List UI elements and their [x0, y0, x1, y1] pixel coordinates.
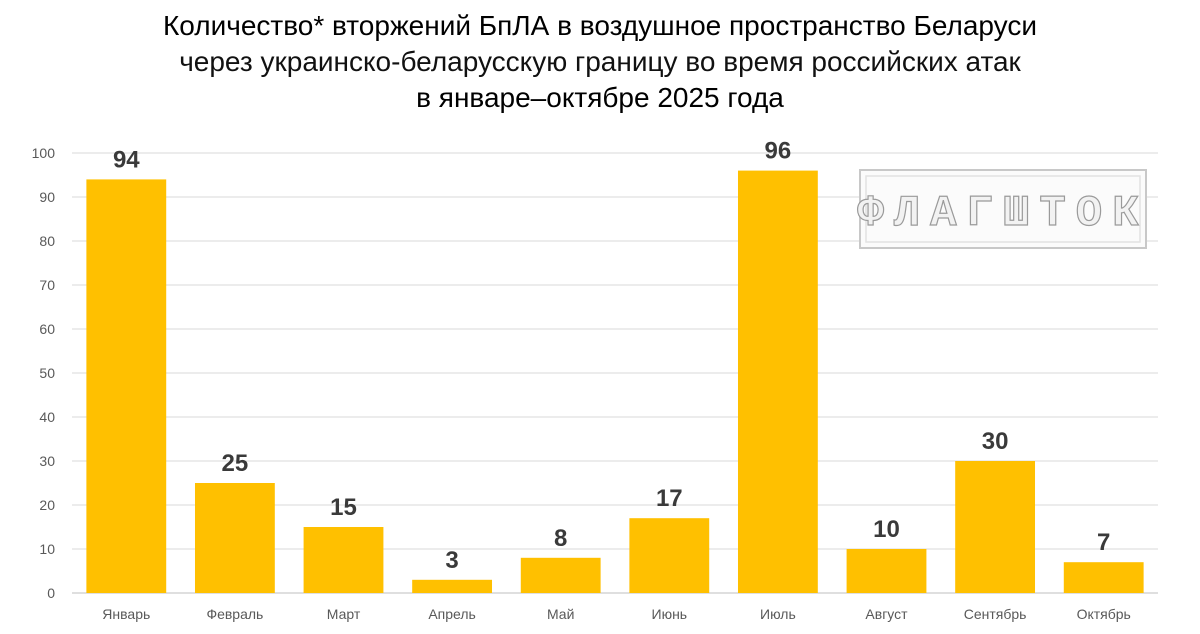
y-tick-label: 100 [32, 145, 56, 161]
bar [629, 518, 710, 593]
data-labels: 94 25 15 3 8 17 96 10 30 7 [113, 138, 1110, 574]
chart-period: в январе–октябре 2025 года [416, 82, 784, 113]
chart-titles: Количество* вторжений БпЛА в воздушное п… [0, 8, 1200, 116]
y-tick-label: 40 [39, 409, 55, 425]
bar [955, 461, 1036, 593]
bars [86, 170, 1144, 593]
chart-title: Количество* вторжений БпЛА в воздушное п… [162, 10, 1037, 41]
x-tick-label: Октябрь [1077, 606, 1131, 622]
bar [303, 527, 384, 593]
y-tick-label: 20 [39, 497, 55, 513]
data-label: 96 [765, 138, 792, 165]
x-tick-label: Апрель [428, 606, 476, 622]
bar [86, 179, 167, 593]
x-tick-label: Июнь [652, 606, 688, 622]
y-tick-label: 50 [39, 365, 55, 381]
bar [194, 483, 275, 593]
y-tick-label: 90 [39, 189, 55, 205]
x-tick-label: Февраль [206, 606, 263, 622]
bar [520, 557, 601, 593]
x-tick-label: Январь [102, 606, 150, 622]
x-axis-ticks: Январь Февраль Март Апрель Май Июнь Июль Август… [102, 606, 1131, 622]
watermark-frame [859, 169, 1147, 249]
x-tick-label: Март [327, 606, 361, 622]
bar [737, 170, 818, 593]
y-tick-label: 70 [39, 277, 55, 293]
y-tick-label: 80 [39, 233, 55, 249]
watermark-text: ФЛАГШТОК [857, 189, 1148, 239]
watermark-logo: ФЛАГШТОК [857, 169, 1148, 249]
y-tick-label: 10 [39, 541, 55, 557]
bar [412, 579, 493, 593]
y-axis-ticks: 0 10 20 30 40 50 60 70 80 90 100 [32, 145, 56, 601]
data-label: 8 [554, 525, 567, 552]
chart-subtitle: через украинско-беларусскую границу во в… [179, 46, 1021, 77]
data-label: 3 [445, 547, 458, 574]
bar [1063, 562, 1144, 593]
data-label: 25 [222, 450, 249, 477]
x-tick-label: Май [547, 606, 574, 622]
x-tick-label: Сентябрь [964, 606, 1027, 622]
data-label: 17 [656, 485, 683, 512]
y-tick-label: 30 [39, 453, 55, 469]
y-tick-label: 60 [39, 321, 55, 337]
data-label: 94 [113, 146, 140, 173]
x-tick-label: Август [865, 606, 908, 622]
data-label: 10 [873, 516, 900, 543]
bar [846, 549, 927, 593]
data-label: 7 [1097, 529, 1110, 556]
x-tick-label: Июль [760, 606, 796, 622]
data-label: 15 [330, 494, 357, 521]
data-label: 30 [982, 428, 1009, 455]
y-tick-label: 0 [47, 585, 55, 601]
watermark-inner-frame [865, 175, 1141, 243]
